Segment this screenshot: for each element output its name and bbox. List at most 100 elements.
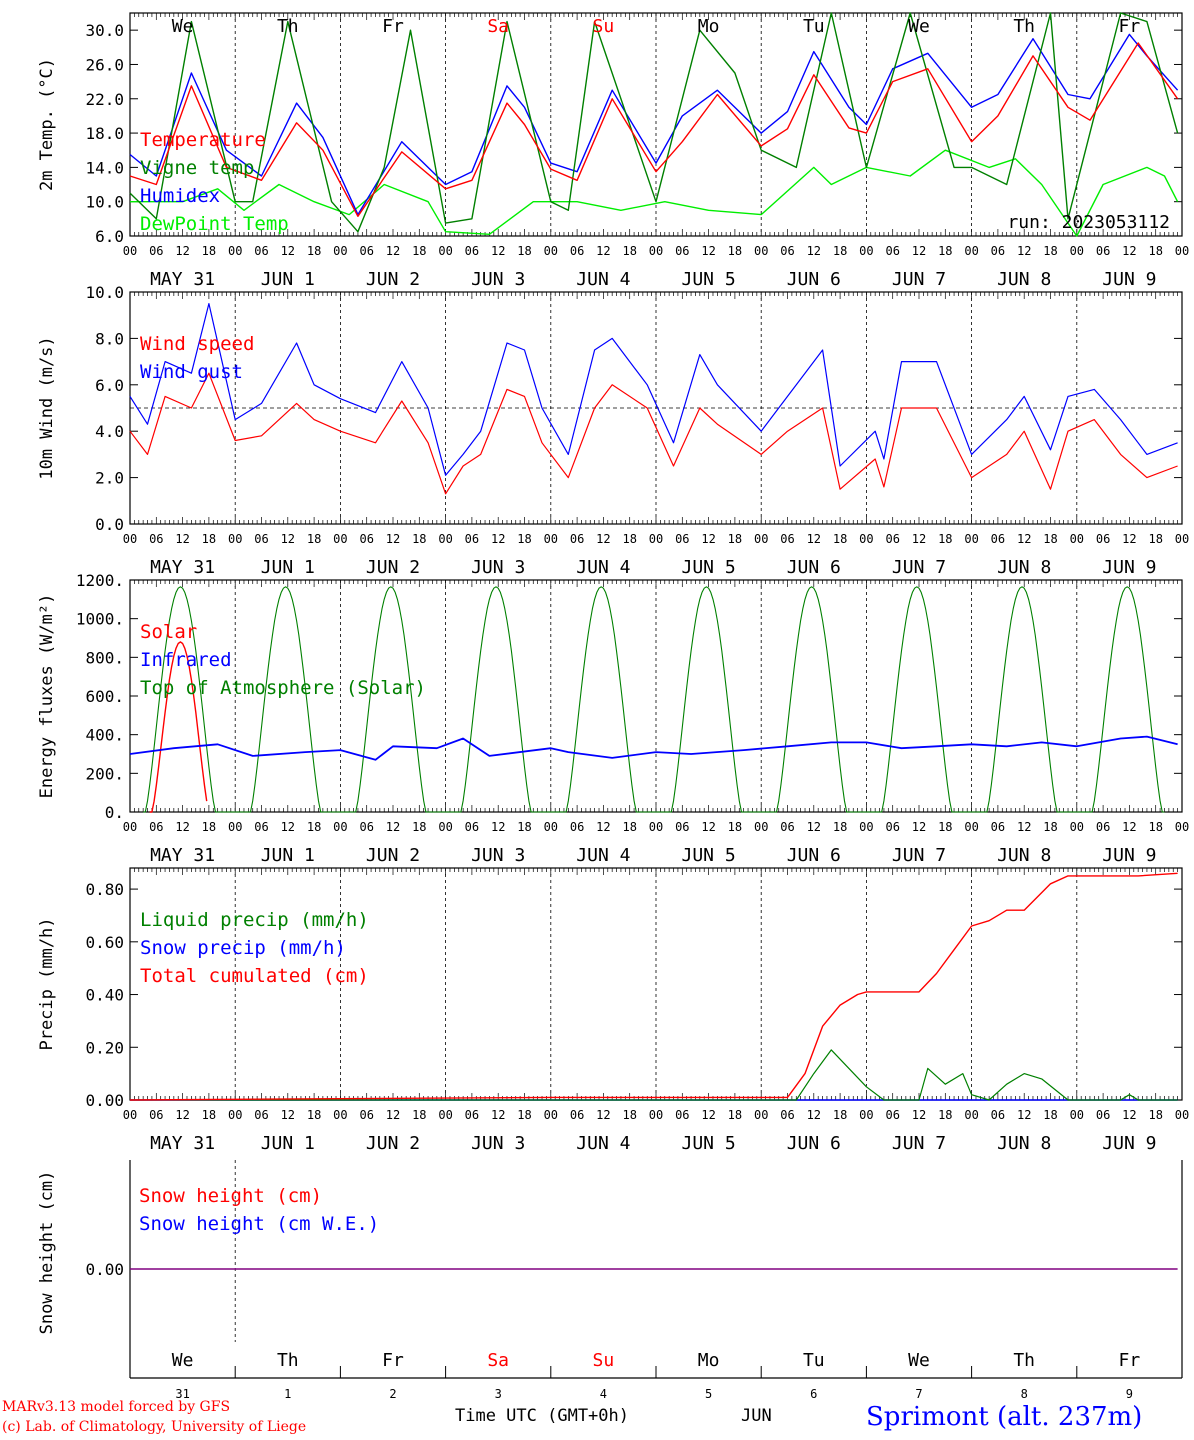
hour-tick-label: 06 — [991, 820, 1005, 834]
date-label: JUN 2 — [366, 845, 420, 866]
weekday-label: Sa — [487, 1350, 509, 1371]
series-line — [129, 372, 1178, 495]
date-label: JUN 1 — [261, 557, 315, 578]
date-label: JUN 9 — [1102, 269, 1156, 290]
weekday-label: Tu — [803, 16, 825, 37]
lab-credit: (c) Lab. of Climatology, University of L… — [2, 1419, 307, 1435]
weekday-label: Mo — [698, 16, 720, 37]
hour-tick-label: 06 — [465, 1108, 479, 1122]
site-label: Sprimont (alt. 237m) — [866, 1402, 1143, 1432]
series-line — [130, 149, 1179, 237]
legend-entry: DewPoint Temp — [140, 213, 289, 235]
date-label: JUN 8 — [997, 845, 1051, 866]
hour-tick-label: 06 — [675, 244, 689, 258]
hour-tick-label: 06 — [570, 820, 584, 834]
weekday-label: Th — [277, 16, 299, 37]
y-axis-label: 2m Temp. (°C) — [37, 58, 57, 191]
series-line — [129, 12, 1179, 233]
hour-tick-label: 18 — [833, 820, 847, 834]
hour-tick-label: 00 — [964, 1108, 978, 1122]
hour-tick-label: 12 — [491, 244, 505, 258]
hour-tick-label: 06 — [1096, 1108, 1110, 1122]
hour-tick-label: 12 — [1017, 820, 1031, 834]
hour-tick-label: 00 — [1175, 532, 1189, 546]
weekday-label: Fr — [1119, 16, 1141, 37]
date-label: JUN 7 — [892, 269, 946, 290]
y-tick-label: 200. — [85, 764, 124, 783]
date-label: JUN 5 — [682, 269, 736, 290]
date-label: JUN 3 — [471, 557, 525, 578]
hour-tick-label: 06 — [991, 1108, 1005, 1122]
hour-tick-label: 12 — [807, 244, 821, 258]
hour-tick-label: 18 — [728, 244, 742, 258]
legend-entry: Solar — [140, 621, 197, 643]
hour-tick-label: 18 — [517, 244, 531, 258]
hour-tick-label: 00 — [1175, 244, 1189, 258]
hour-tick-label: 12 — [491, 820, 505, 834]
weekday-label: Mo — [698, 1350, 720, 1371]
y-tick-label: 10.0 — [85, 283, 124, 302]
hour-tick-label: 18 — [938, 1108, 952, 1122]
hour-tick-label: 12 — [281, 1108, 295, 1122]
hour-tick-label: 06 — [465, 244, 479, 258]
hour-tick-label: 00 — [333, 1108, 347, 1122]
hour-tick-label: 18 — [412, 820, 426, 834]
hour-tick-label: 00 — [754, 244, 768, 258]
hour-tick-label: 00 — [544, 244, 558, 258]
hour-tick-label: 18 — [622, 244, 636, 258]
hour-tick-label: 18 — [307, 1108, 321, 1122]
hour-tick-label: 06 — [254, 532, 268, 546]
y-tick-label: 6.0 — [95, 227, 124, 246]
hour-tick-label: 00 — [1070, 532, 1084, 546]
hour-tick-label: 12 — [1122, 244, 1136, 258]
y-tick-label: 600. — [85, 687, 124, 706]
hour-tick-label: 06 — [254, 244, 268, 258]
date-label: JUN 5 — [682, 1133, 736, 1154]
legend-entry: Wind gust — [140, 361, 243, 383]
hour-tick-label: 00 — [964, 532, 978, 546]
hour-tick-label: 18 — [202, 820, 216, 834]
snow-panel: 0.00 Snow height (cm) Snow height (cm) Snow… — [37, 1160, 1183, 1401]
hour-tick-label: 00 — [754, 532, 768, 546]
hour-tick-label: 00 — [859, 820, 873, 834]
hour-tick-label: 18 — [938, 532, 952, 546]
hour-tick-label: 00 — [228, 820, 242, 834]
day-number-label: 31 — [175, 1387, 189, 1401]
hour-tick-label: 00 — [123, 820, 137, 834]
date-label: JUN 9 — [1102, 845, 1156, 866]
hour-tick-label: 18 — [307, 532, 321, 546]
day-number-label: 2 — [389, 1387, 396, 1401]
hour-tick-label: 12 — [596, 1108, 610, 1122]
hour-tick-label: 18 — [938, 820, 952, 834]
hour-tick-label: 00 — [964, 820, 978, 834]
day-number-label: 6 — [810, 1387, 817, 1401]
hour-tick-label: 18 — [202, 1108, 216, 1122]
weekday-label: We — [908, 16, 930, 37]
series-line — [129, 42, 1179, 218]
hour-tick-label: 00 — [649, 1108, 663, 1122]
hour-tick-label: 12 — [807, 532, 821, 546]
date-label: JUN 2 — [366, 557, 420, 578]
hour-tick-label: 18 — [517, 1108, 531, 1122]
hour-tick-label: 00 — [859, 532, 873, 546]
y-axis-label: 10m Wind (m/s) — [37, 336, 57, 479]
hour-tick-label: 06 — [359, 532, 373, 546]
y-tick-label: 30.0 — [85, 21, 124, 40]
date-label: MAY 31 — [150, 845, 215, 866]
hour-tick-label: 00 — [754, 820, 768, 834]
hour-tick-label: 12 — [386, 532, 400, 546]
y-tick-label: 14.0 — [85, 158, 124, 177]
legend-entry: Snow height (cm) — [139, 1185, 322, 1207]
hour-tick-label: 18 — [1043, 820, 1057, 834]
hour-tick-label: 06 — [465, 532, 479, 546]
y-axis-label: Snow height (cm) — [37, 1171, 57, 1335]
hour-tick-label: 06 — [254, 1108, 268, 1122]
date-label: JUN 4 — [576, 557, 630, 578]
hour-tick-label: 12 — [386, 1108, 400, 1122]
y-axis-label: Precip (mm/h) — [37, 917, 57, 1050]
hour-tick-label: 06 — [570, 532, 584, 546]
hour-tick-label: 18 — [202, 244, 216, 258]
hour-tick-label: 12 — [1122, 1108, 1136, 1122]
y-tick-label: 0.20 — [85, 1038, 124, 1057]
